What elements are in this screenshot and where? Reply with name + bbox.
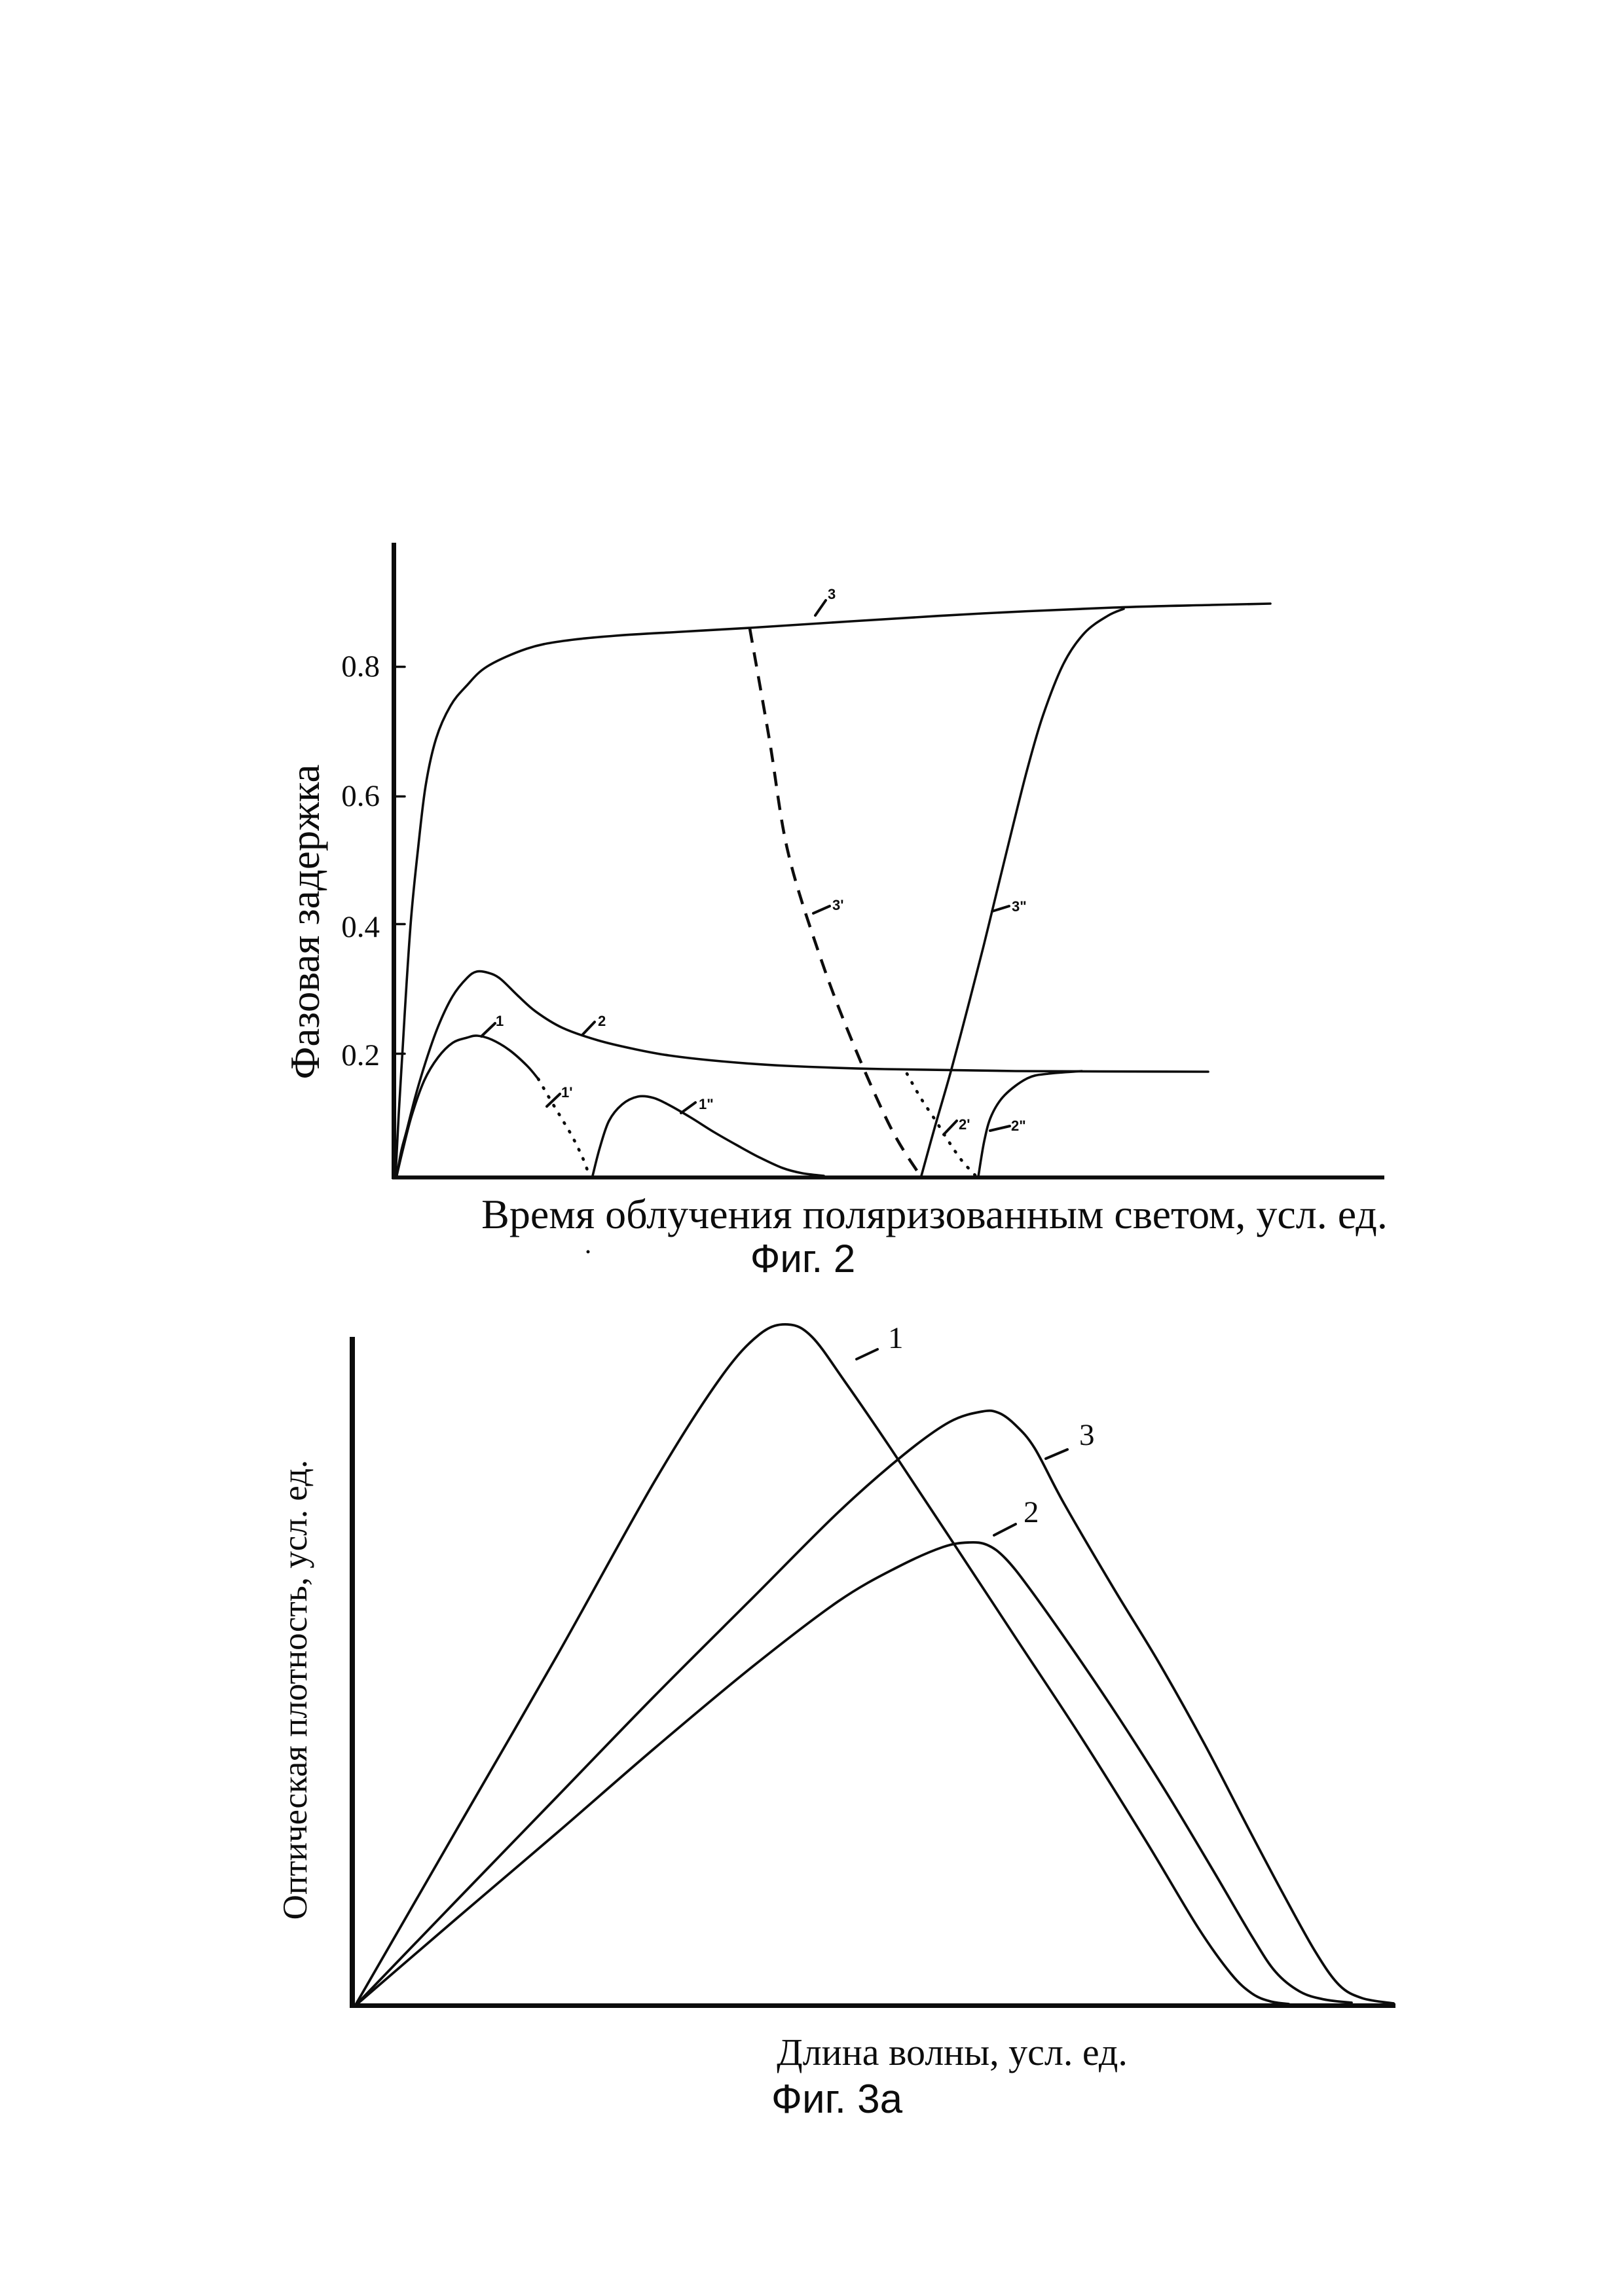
- svg-text:0.4: 0.4: [341, 910, 380, 944]
- svg-text:1': 1': [561, 1084, 572, 1101]
- svg-text:3: 3: [1079, 1418, 1095, 1452]
- svg-text:3: 3: [828, 586, 836, 602]
- svg-text:0.8: 0.8: [341, 649, 380, 683]
- svg-text:1: 1: [496, 1013, 504, 1029]
- svg-text:Длина волны, усл. ед.: Длина волны, усл. ед.: [777, 2031, 1128, 2073]
- svg-text:2": 2": [1011, 1118, 1026, 1134]
- svg-text:0.6: 0.6: [341, 779, 380, 813]
- svg-text:Фиг. 3а: Фиг. 3а: [771, 2077, 903, 2122]
- svg-text:1": 1": [699, 1096, 714, 1112]
- svg-text:3': 3': [832, 897, 843, 913]
- svg-text:Фазовая задержка: Фазовая задержка: [282, 765, 328, 1080]
- svg-text:Оптическая плотность, усл. ед.: Оптическая плотность, усл. ед.: [276, 1460, 314, 1920]
- svg-text:2: 2: [1024, 1495, 1039, 1529]
- svg-text:2': 2': [959, 1116, 970, 1133]
- svg-text:3": 3": [1012, 898, 1027, 915]
- svg-text:0.2: 0.2: [341, 1038, 380, 1072]
- svg-text:2: 2: [598, 1013, 606, 1029]
- svg-text:Фиг. 2: Фиг. 2: [750, 1237, 855, 1281]
- svg-text:1: 1: [888, 1321, 904, 1355]
- svg-text:Время облучения поляризованным: Время облучения поляризованным светом, у…: [481, 1191, 1388, 1237]
